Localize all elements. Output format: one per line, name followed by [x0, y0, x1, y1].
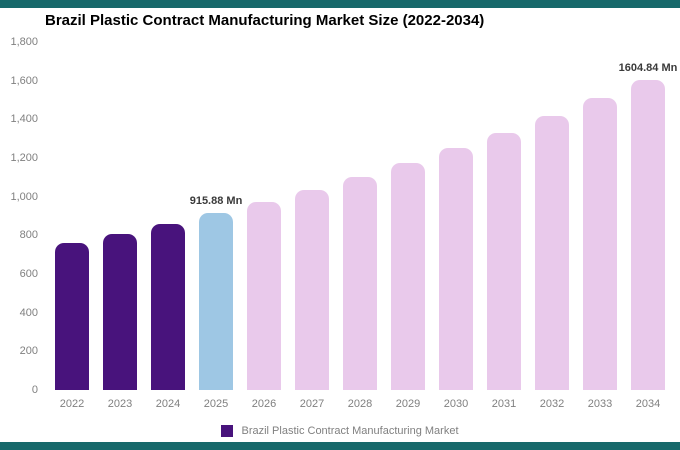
- y-axis-tick-label: 400: [19, 306, 38, 319]
- x-axis-label: 2033: [587, 398, 613, 410]
- bar-2034[interactable]: [631, 79, 665, 390]
- x-axis-label: 2031: [491, 398, 517, 410]
- x-axis-label: 2022: [59, 398, 85, 410]
- x-axis-label: 2023: [107, 398, 133, 410]
- y-axis-tick-label: 800: [19, 229, 38, 242]
- bar-2025[interactable]: [199, 212, 233, 390]
- bar-chart: 0 200 400 600 800 1,000 1,200 1,400 1,600 1,800 9…: [0, 36, 677, 410]
- chart-title: Brazil Plastic Contract Manufacturing Ma…: [45, 12, 485, 29]
- bar-slot: [336, 42, 384, 390]
- bar-slot: 915.88 Mn: [189, 42, 243, 390]
- bar-2024[interactable]: [151, 223, 185, 390]
- x-axis-label: 2029: [395, 398, 421, 410]
- bar-2026[interactable]: [247, 201, 281, 390]
- y-axis-tick-label: 1,800: [10, 36, 38, 48]
- x-axis-label: 2032: [539, 398, 565, 410]
- x-axis-label: 2034: [635, 398, 661, 410]
- bar-2031[interactable]: [487, 132, 521, 390]
- top-accent-bar: [0, 0, 680, 8]
- bar-2023[interactable]: [103, 233, 137, 390]
- x-axis-label: 2028: [347, 398, 373, 410]
- y-axis-tick-label: 200: [19, 345, 38, 358]
- x-axis-label: 2027: [299, 398, 325, 410]
- bar-slot: [48, 42, 96, 390]
- legend-swatch: [221, 425, 234, 437]
- bar-value-label: 1604.84 Mn: [618, 61, 678, 74]
- bar-2032[interactable]: [535, 116, 569, 390]
- bar-2030[interactable]: [439, 148, 473, 390]
- bar-2022[interactable]: [55, 243, 89, 390]
- bar-slot: [288, 42, 336, 390]
- x-axis-label: 2024: [155, 398, 181, 410]
- y-axis-tick-label: 600: [19, 268, 38, 280]
- bar-value-label: 915.88 Mn: [189, 194, 243, 207]
- bottom-accent-bar: [0, 442, 680, 450]
- y-axis-tick-label: 1,200: [10, 152, 38, 164]
- x-axis-label: 2030: [443, 398, 469, 410]
- plot-area: 915.88 Mn 1604.84 Mn: [48, 42, 677, 390]
- y-axis-tick-label: 1,400: [10, 113, 38, 126]
- bar-slot: [240, 42, 288, 390]
- bar-slot: [96, 42, 144, 390]
- bar-slot: [384, 42, 432, 390]
- y-axis-tick-label: 1,600: [10, 74, 38, 87]
- x-axis-label: 2026: [251, 398, 277, 410]
- x-axis: 2022 2023 2024 2025 2026 2027 2028 2029 2030 2031…: [48, 398, 672, 410]
- y-axis-tick-label: 0: [31, 384, 38, 396]
- bar-2027[interactable]: [295, 189, 329, 390]
- bar-2029[interactable]: [391, 162, 425, 390]
- bar-slot: [432, 42, 480, 390]
- bar-slot: 1604.84 Mn: [619, 42, 677, 390]
- y-axis: 0 200 400 600 800 1,000 1,200 1,400 1,600 1,800: [0, 36, 42, 396]
- x-axis-label: 2025: [203, 398, 229, 410]
- legend-label: Brazil Plastic Contract Manufacturing Ma…: [241, 425, 459, 437]
- bar-2028[interactable]: [343, 176, 377, 390]
- bar-2033[interactable]: [583, 98, 617, 390]
- bar-slot: [144, 42, 192, 390]
- bar-slot: [480, 42, 528, 390]
- bar-slot: [576, 42, 624, 390]
- y-axis-tick-label: 1,000: [10, 190, 38, 203]
- bar-slot: [528, 42, 576, 390]
- legend[interactable]: Brazil Plastic Contract Manufacturing Ma…: [0, 425, 680, 437]
